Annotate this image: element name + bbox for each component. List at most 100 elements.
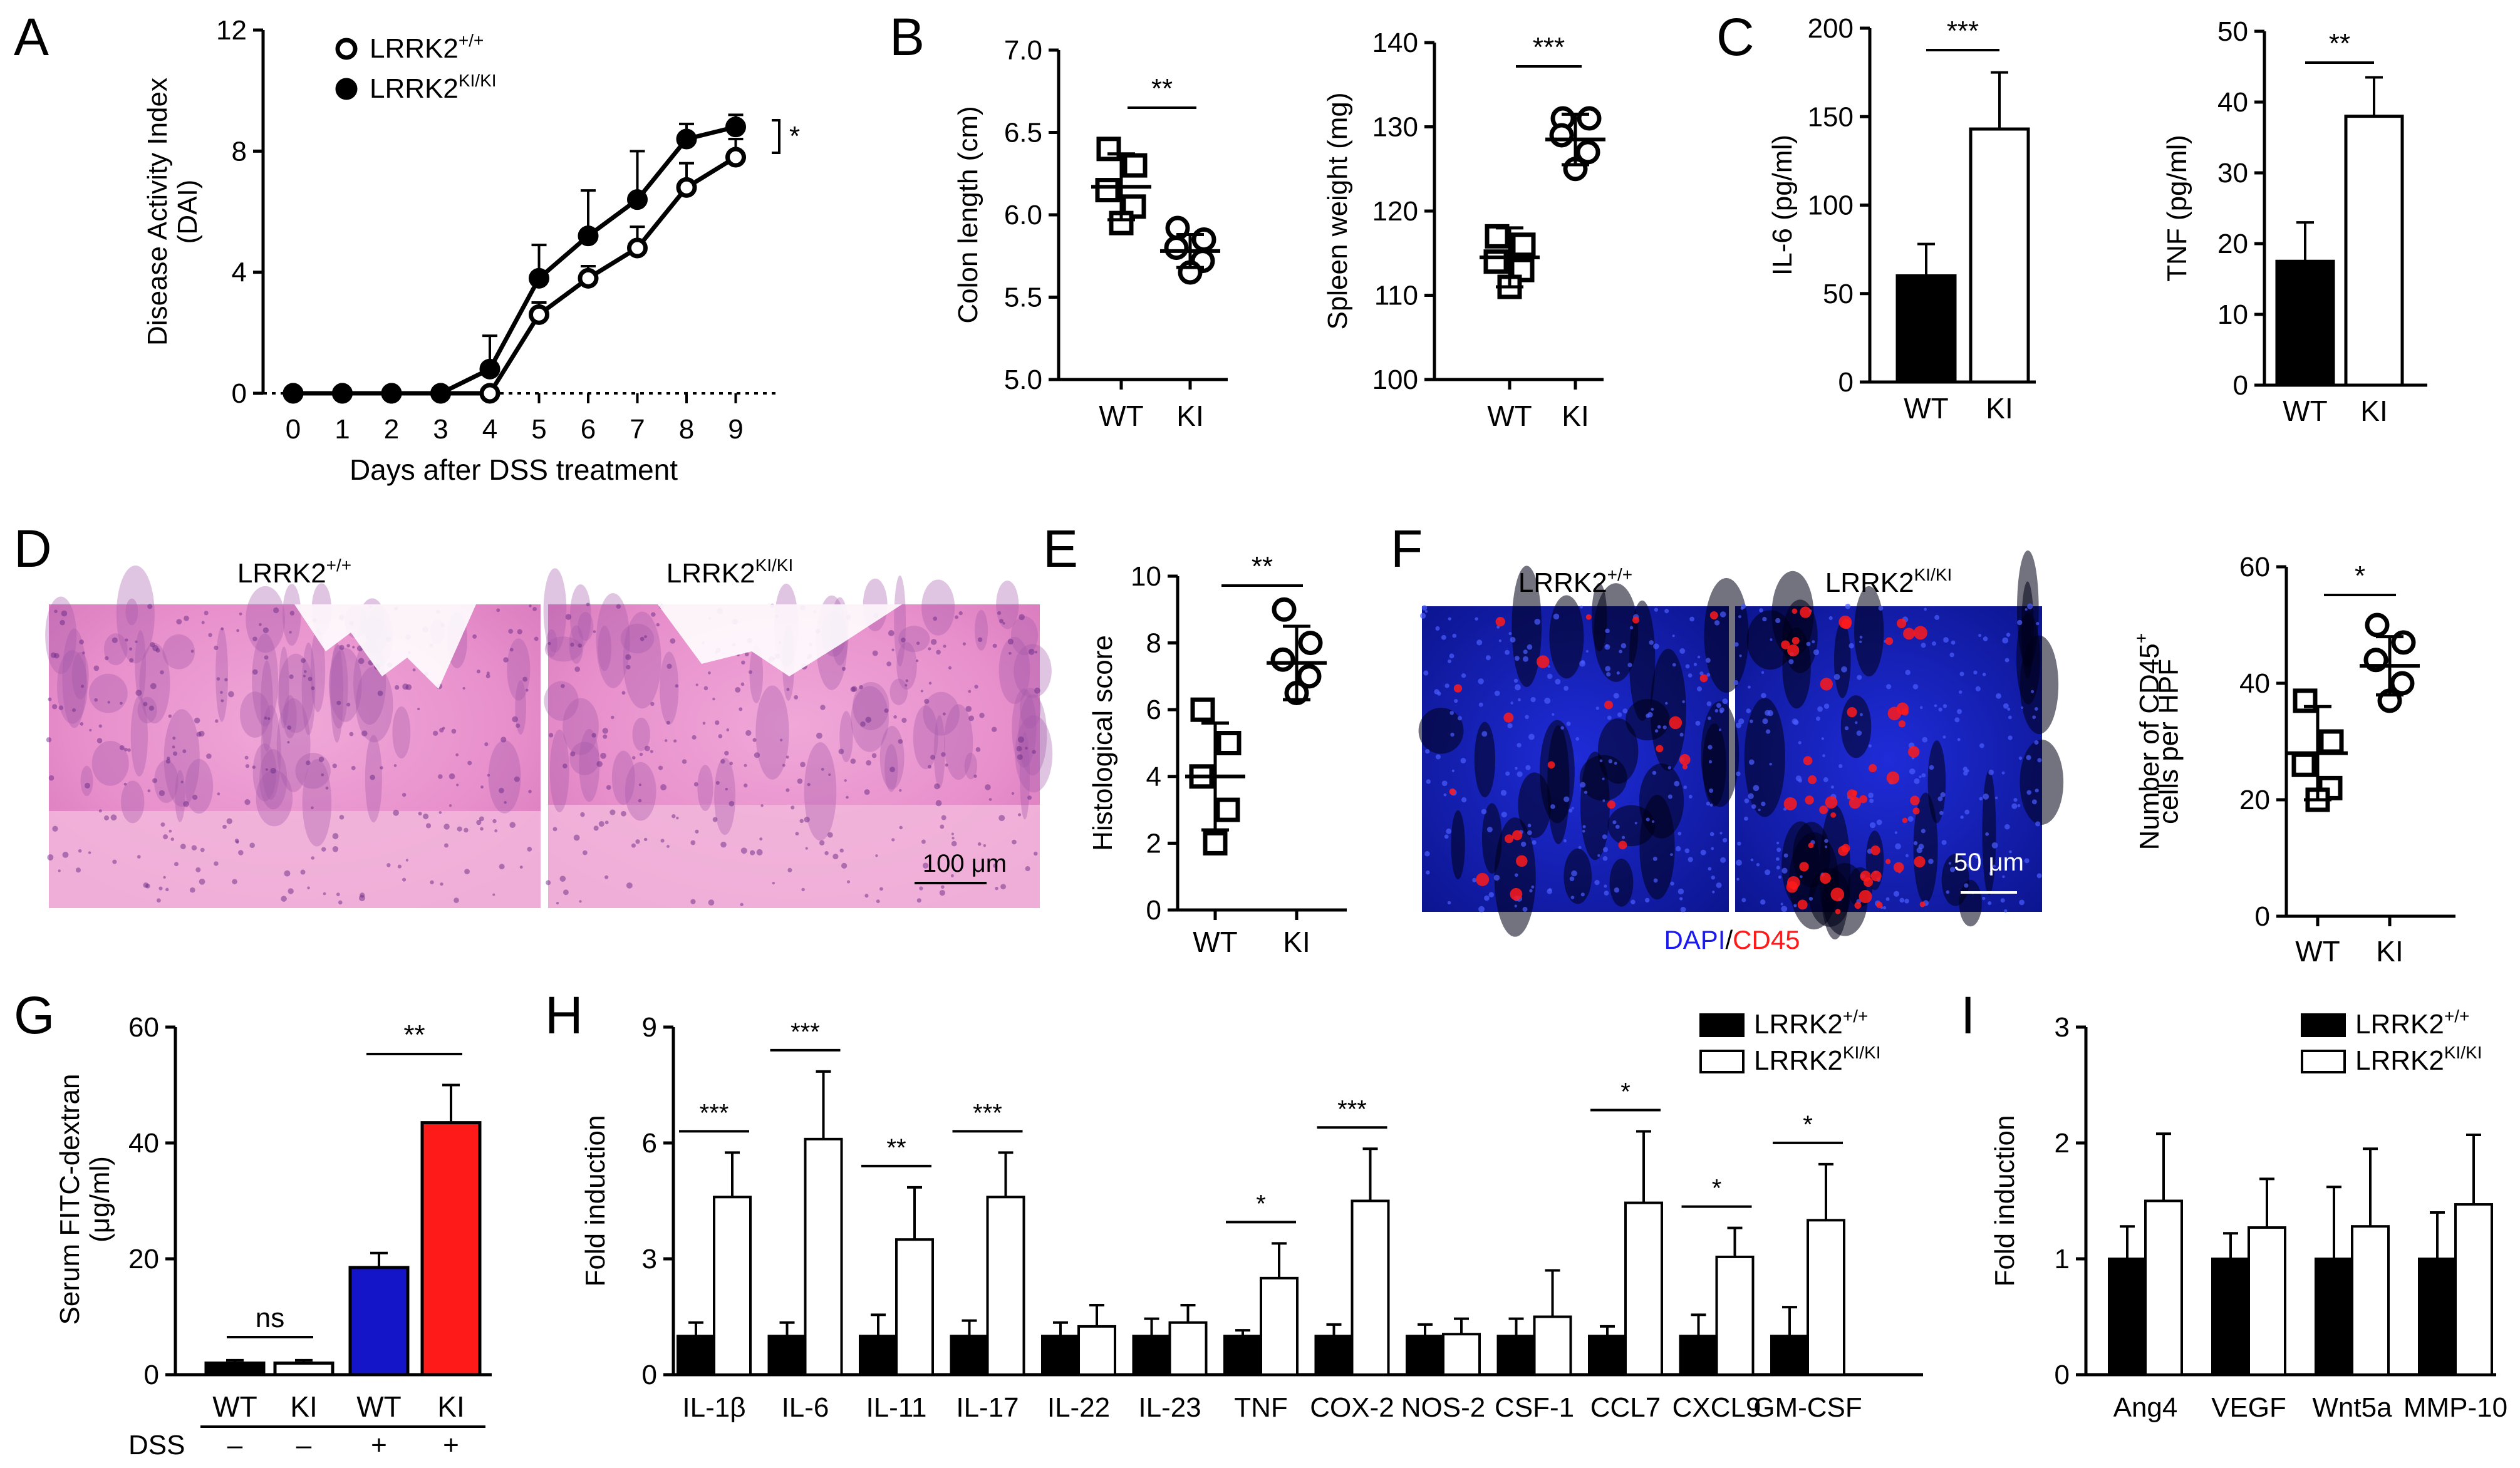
he-nucleus <box>786 688 790 691</box>
if-dapi-nucleus <box>1868 792 1874 799</box>
he-crypt <box>749 644 764 703</box>
E-sig-label: ** <box>1252 551 1273 582</box>
he-nucleus <box>570 751 576 757</box>
he-nucleus <box>259 623 262 626</box>
he-nucleus <box>922 862 929 869</box>
he-crypt <box>964 752 978 780</box>
H-legend-swatch-0 <box>1699 1013 1745 1037</box>
he-nucleus <box>467 760 472 765</box>
if-dapi-nucleus <box>1824 839 1828 843</box>
if-dapi-nucleus <box>1683 785 1688 789</box>
H-bar <box>895 1238 934 1376</box>
he-nucleus <box>616 604 621 609</box>
B2-sig-label: *** <box>1533 32 1565 63</box>
if-dapi-nucleus <box>1932 641 1936 646</box>
he-nucleus <box>454 897 459 903</box>
he-crypt <box>804 742 837 841</box>
if-dapi-nucleus <box>1421 605 1428 611</box>
if-dapi-nucleus <box>1904 898 1909 904</box>
if-dapi-nucleus <box>1523 649 1528 654</box>
I-bar <box>2211 1258 2250 1376</box>
if-cd45-cell <box>1808 842 1814 849</box>
C2-ytick-label: 30 <box>2217 158 2248 189</box>
E-ytick-label: 2 <box>1146 828 1161 859</box>
he-nucleus <box>499 864 505 870</box>
if-dapi-nucleus <box>2004 824 2010 830</box>
he-nucleus <box>611 715 614 720</box>
if-dapi-nucleus <box>1833 673 1840 680</box>
if-dapi-nucleus <box>1657 725 1661 729</box>
if-dapi-nucleus <box>1957 738 1961 742</box>
he-nucleus <box>249 842 255 849</box>
he-nucleus <box>945 763 948 767</box>
H-xtick-label: CCL7 <box>1590 1392 1661 1423</box>
F-point <box>2319 729 2344 754</box>
he-nucleus <box>797 778 803 784</box>
if-dark-crypt <box>1594 583 1639 682</box>
if-dapi-nucleus <box>1426 779 1431 784</box>
if-dapi-nucleus <box>2002 637 2009 644</box>
G-bar <box>348 1266 410 1377</box>
he-nucleus <box>899 825 903 830</box>
if-dapi-nucleus <box>1662 725 1667 730</box>
if-dapi-nucleus <box>1423 670 1429 676</box>
he-nucleus <box>756 849 763 855</box>
he-nucleus <box>828 773 831 777</box>
if-dapi-nucleus <box>2027 603 2033 609</box>
G-xtick-label: WT <box>212 1390 257 1423</box>
H-xtick-label: CXCL9 <box>1672 1392 1761 1423</box>
if-dapi-nucleus <box>1599 759 1603 763</box>
he-nucleus <box>915 659 919 663</box>
he-nucleus <box>160 670 164 675</box>
he-nucleus <box>220 699 224 703</box>
if-dapi-nucleus <box>1505 771 1510 776</box>
he-nucleus <box>644 635 647 638</box>
if-dapi-nucleus <box>1461 797 1467 803</box>
if-dapi-nucleus <box>1821 737 1824 740</box>
if-texture <box>1418 550 2064 940</box>
stain-legend-F: DAPI/CD45 <box>1664 925 1800 954</box>
if-dapi-nucleus <box>1963 767 1968 772</box>
he-nucleus <box>289 674 294 680</box>
if-dapi-nucleus <box>1844 726 1849 731</box>
if-dapi-nucleus <box>1522 656 1528 662</box>
he-nucleus <box>935 800 942 807</box>
if-dapi-nucleus <box>1528 733 1535 740</box>
he-nucleus <box>591 733 596 738</box>
he-nucleus <box>301 658 306 663</box>
if-dapi-nucleus <box>1585 649 1589 653</box>
F-xtick-label: WT <box>2295 935 2340 968</box>
if-cd45-cell <box>1885 637 1894 645</box>
if-cd45-cell <box>1859 890 1872 904</box>
if-dapi-nucleus <box>1517 743 1522 748</box>
he-nucleus <box>656 623 660 627</box>
A-xtick-label: 5 <box>531 414 546 445</box>
if-dapi-nucleus <box>1708 745 1713 750</box>
he-nucleus <box>875 854 878 857</box>
if-dapi-nucleus <box>1525 765 1531 770</box>
if-dapi-nucleus <box>2004 909 2008 912</box>
if-dapi-nucleus <box>1604 644 1610 650</box>
if-cd45-cell <box>1886 771 1900 785</box>
if-dapi-nucleus <box>2000 898 2005 903</box>
if-cd45-cell <box>1656 745 1664 753</box>
B1-point <box>1164 235 1189 261</box>
he-nucleus <box>692 735 697 740</box>
he-nucleus <box>519 866 523 869</box>
micrograph-label-F-wt: LRRK2+/+ <box>1518 565 1632 598</box>
if-dapi-nucleus <box>1967 863 1971 867</box>
if-cd45-cell <box>1516 855 1528 867</box>
C1-sig-label: *** <box>1947 16 1979 46</box>
A-point-1 <box>479 358 500 380</box>
if-dapi-nucleus <box>1507 723 1513 729</box>
if-dapi-nucleus <box>1481 731 1488 737</box>
he-nucleus <box>289 611 295 616</box>
A-ytick-label: 4 <box>232 257 247 288</box>
E-point <box>1298 631 1323 656</box>
chart-B-colon-length: 5.0 5.5 6.0 6.5 7.0 WT KI Colon length (cm) ** <box>953 35 1228 432</box>
G-ylabel: Serum FITC-dextran(μg/ml) <box>54 1074 115 1325</box>
C2-xtick-label: KI <box>2360 395 2387 427</box>
if-dapi-nucleus <box>1928 859 1934 864</box>
he-nucleus <box>346 644 350 648</box>
he-nucleus <box>528 790 532 793</box>
